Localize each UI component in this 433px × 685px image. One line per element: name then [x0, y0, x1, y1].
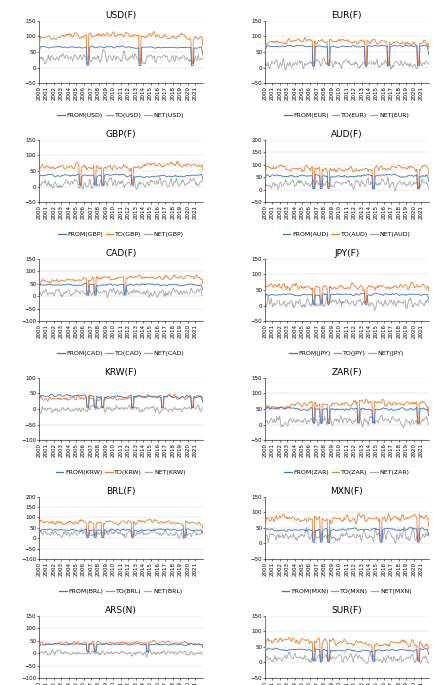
Legend: FROM(KRW), TO(KRW), NET(KRW): FROM(KRW), TO(KRW), NET(KRW) — [56, 470, 186, 475]
Legend: FROM(CAD), TO(CAD), NET(CAD): FROM(CAD), TO(CAD), NET(CAD) — [57, 351, 184, 356]
Legend: FROM(AUD), TO(AUD), NET(AUD): FROM(AUD), TO(AUD), NET(AUD) — [283, 232, 411, 237]
Title: ZAR(F): ZAR(F) — [332, 369, 362, 377]
Legend: FROM(GBP), TO(GBP), NET(GBP): FROM(GBP), TO(GBP), NET(GBP) — [58, 232, 184, 237]
Title: SUR(F): SUR(F) — [332, 606, 362, 615]
Title: BRL(F): BRL(F) — [106, 488, 136, 497]
Title: USD(F): USD(F) — [105, 12, 136, 21]
Title: MXN(F): MXN(F) — [330, 488, 363, 497]
Title: CAD(F): CAD(F) — [105, 249, 136, 258]
Title: GBP(F): GBP(F) — [106, 130, 136, 140]
Legend: FROM(BRL), TO(BRL), NET(BRL): FROM(BRL), TO(BRL), NET(BRL) — [59, 588, 182, 594]
Legend: FROM(JPY), TO(JPY), NET(JPY): FROM(JPY), TO(JPY), NET(JPY) — [289, 351, 404, 356]
Legend: FROM(USD), TO(USD), NET(USD): FROM(USD), TO(USD), NET(USD) — [58, 112, 184, 118]
Legend: FROM(MXN), TO(MXN), NET(MXN): FROM(MXN), TO(MXN), NET(MXN) — [282, 588, 412, 594]
Title: JPY(F): JPY(F) — [334, 249, 359, 258]
Title: KRW(F): KRW(F) — [104, 369, 137, 377]
Legend: FROM(ZAR), TO(ZAR), NET(ZAR): FROM(ZAR), TO(ZAR), NET(ZAR) — [284, 470, 410, 475]
Title: ARS(N): ARS(N) — [105, 606, 137, 615]
Legend: FROM(EUR), TO(EUR), NET(EUR): FROM(EUR), TO(EUR), NET(EUR) — [284, 112, 409, 118]
Title: AUD(F): AUD(F) — [331, 130, 362, 140]
Title: EUR(F): EUR(F) — [332, 12, 362, 21]
